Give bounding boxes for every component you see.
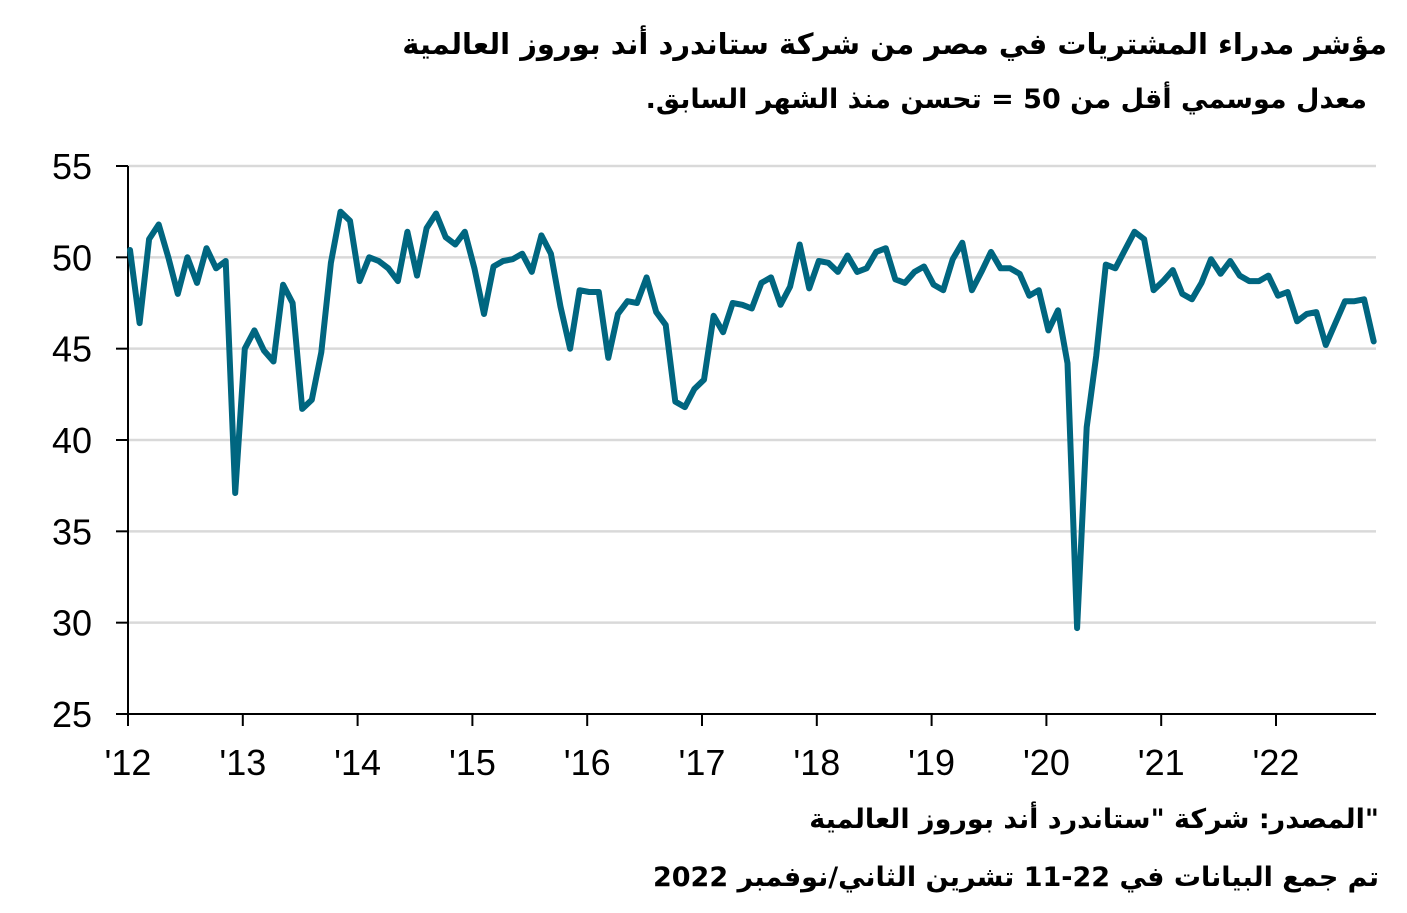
series-line	[127, 208, 1377, 632]
y-axis: 25 30 35 40 45 50 55	[52, 146, 129, 735]
data-collected-note: تم جمع البيانات في 22-11 تشرين الثاني/نو…	[652, 862, 1379, 893]
x-tick-label: '14	[334, 742, 381, 783]
x-axis: '12 '13 '14 '15 '16 '17 '18 '19 '20 '21 '22	[105, 713, 1376, 783]
y-tick-label: 45	[52, 329, 92, 370]
chart-subtitle: معدل موسمي أقل من 50 = تحسن منذ الشهر ال…	[645, 84, 1367, 115]
chart-title: مؤشر مدراء المشتريات في مصر من شركة ستان…	[402, 27, 1387, 61]
y-tick-label: 50	[52, 237, 92, 278]
x-tick-label: '15	[449, 742, 496, 783]
y-tick-label: 55	[52, 146, 92, 187]
x-tick-label: '16	[564, 742, 611, 783]
x-tick-label: '20	[1023, 742, 1070, 783]
x-tick-label: '17	[679, 742, 726, 783]
y-tick-label: 40	[52, 420, 92, 461]
x-tick-label: '19	[908, 742, 955, 783]
y-tick-label: 35	[52, 511, 92, 552]
x-tick-label: '18	[793, 742, 840, 783]
gridlines	[128, 164, 1376, 624]
x-tick-label: '22	[1253, 742, 1300, 783]
x-tick-label: '13	[219, 742, 266, 783]
y-tick-label: 25	[52, 694, 92, 735]
source-note: "المصدر: شركة "ستاندرد أند بوروز العالمي…	[809, 804, 1379, 835]
y-tick-label: 30	[52, 603, 92, 644]
x-tick-label: '12	[105, 742, 152, 783]
x-tick-label: '21	[1138, 742, 1185, 783]
